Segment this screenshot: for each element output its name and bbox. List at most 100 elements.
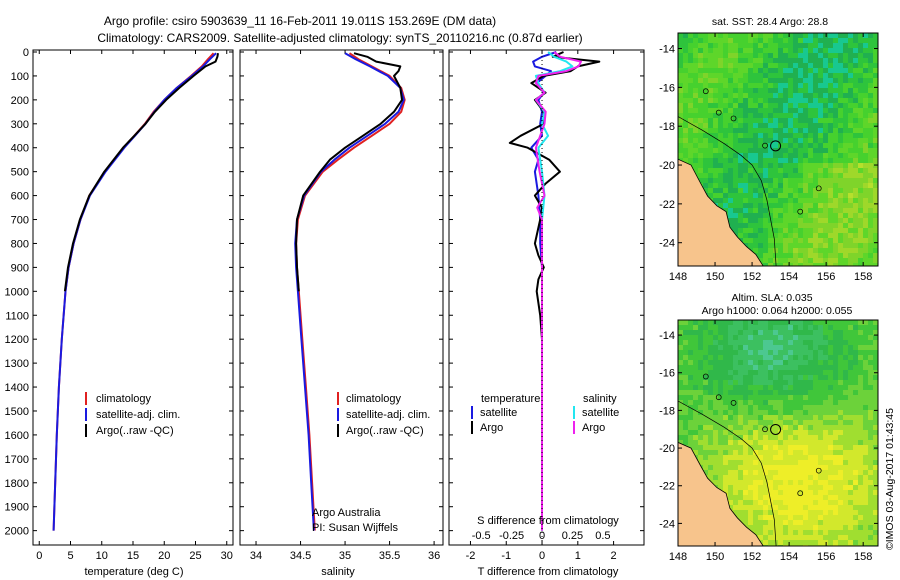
map1-cell (733, 108, 738, 113)
map1-cell (848, 188, 853, 193)
map1-cell (783, 258, 788, 263)
map1-cell (683, 93, 688, 98)
map1-cell (873, 113, 878, 118)
map2-cell (768, 415, 773, 420)
map2-cell (808, 330, 813, 335)
map1-cell (843, 98, 848, 103)
map1-cell (773, 73, 778, 78)
map2-cell (803, 505, 808, 510)
map1-cell (703, 48, 708, 53)
map2-cell (853, 330, 858, 335)
map2-cell (793, 405, 798, 410)
map1-cell (848, 193, 853, 198)
map2-cell (753, 530, 758, 535)
map1-cell (798, 183, 803, 188)
map1-cell (853, 123, 858, 128)
map1-cell (808, 183, 813, 188)
map1-cell (828, 258, 833, 263)
map1-cell (828, 243, 833, 248)
map2-cell (778, 520, 783, 525)
map2-cell (748, 500, 753, 505)
map2-cell (688, 430, 693, 435)
map2-cell (763, 430, 768, 435)
map1-cell (758, 258, 763, 263)
map1-cell (823, 113, 828, 118)
map2-cell (763, 395, 768, 400)
map1-cell (803, 48, 808, 53)
map2-cell (758, 335, 763, 340)
map2-cell (743, 475, 748, 480)
map2-cell (723, 345, 728, 350)
map2-cell (743, 420, 748, 425)
map1-cell (788, 123, 793, 128)
map1-cell (683, 73, 688, 78)
map2-cell (828, 500, 833, 505)
map2-cell (708, 345, 713, 350)
map2-cell (823, 530, 828, 535)
map1-cell (763, 108, 768, 113)
map1-cell (868, 93, 873, 98)
map1-cell (728, 103, 733, 108)
map2-cell (843, 520, 848, 525)
map1-cell (788, 248, 793, 253)
map1-cell (798, 58, 803, 63)
map1-cell (713, 198, 718, 203)
map1-cell (788, 148, 793, 153)
map2-cell (868, 345, 873, 350)
map2-cell (753, 365, 758, 370)
map1-cell (753, 183, 758, 188)
map2-cell (873, 470, 878, 475)
map2-cell (863, 435, 868, 440)
map2-cell (743, 480, 748, 485)
map2-cell (778, 375, 783, 380)
map1-cell (688, 43, 693, 48)
map1-cell (708, 193, 713, 198)
map1-cell (728, 63, 733, 68)
map2-cell (778, 340, 783, 345)
map2-cell (783, 330, 788, 335)
map2-cell (863, 410, 868, 415)
map2-cell (778, 505, 783, 510)
map1-cell (718, 93, 723, 98)
map1-cell (838, 88, 843, 93)
map1-cell (743, 233, 748, 238)
map1-cell (683, 33, 688, 38)
map2-cell (863, 470, 868, 475)
map2-cell (773, 490, 778, 495)
map2-cell (858, 415, 863, 420)
map2-cell (853, 475, 858, 480)
map1-cell (703, 83, 708, 88)
map1-cell (678, 138, 683, 143)
map1-cell (738, 118, 743, 123)
map1-cell (848, 113, 853, 118)
map1-cell (743, 173, 748, 178)
map1-cell (803, 43, 808, 48)
map2-cell (763, 345, 768, 350)
map1-cell (873, 218, 878, 223)
map1-reef (730, 115, 737, 122)
map2-cell (828, 505, 833, 510)
map2-cell (838, 490, 843, 495)
map2-cell (738, 325, 743, 330)
map2-cell (743, 410, 748, 415)
map2-cell (698, 405, 703, 410)
map2-cell (803, 445, 808, 450)
map1-cell (743, 108, 748, 113)
map2-cell (753, 510, 758, 515)
map2-cell (873, 355, 878, 360)
map1-cell (783, 98, 788, 103)
map2-reef (815, 467, 822, 474)
map1-lon-tick-label: 158 (854, 271, 872, 283)
map1-cell (868, 138, 873, 143)
temperature-xlabel: temperature (deg C) (84, 566, 183, 578)
map1-cell (773, 63, 778, 68)
map2-cell (733, 485, 738, 490)
map1-cell (753, 38, 758, 43)
map1-cell (838, 108, 843, 113)
map2-cell (758, 445, 763, 450)
map1-cell (863, 143, 868, 148)
map2-cell (793, 355, 798, 360)
map1-cell (763, 203, 768, 208)
map1-cell (723, 173, 728, 178)
map1-cell (698, 53, 703, 58)
